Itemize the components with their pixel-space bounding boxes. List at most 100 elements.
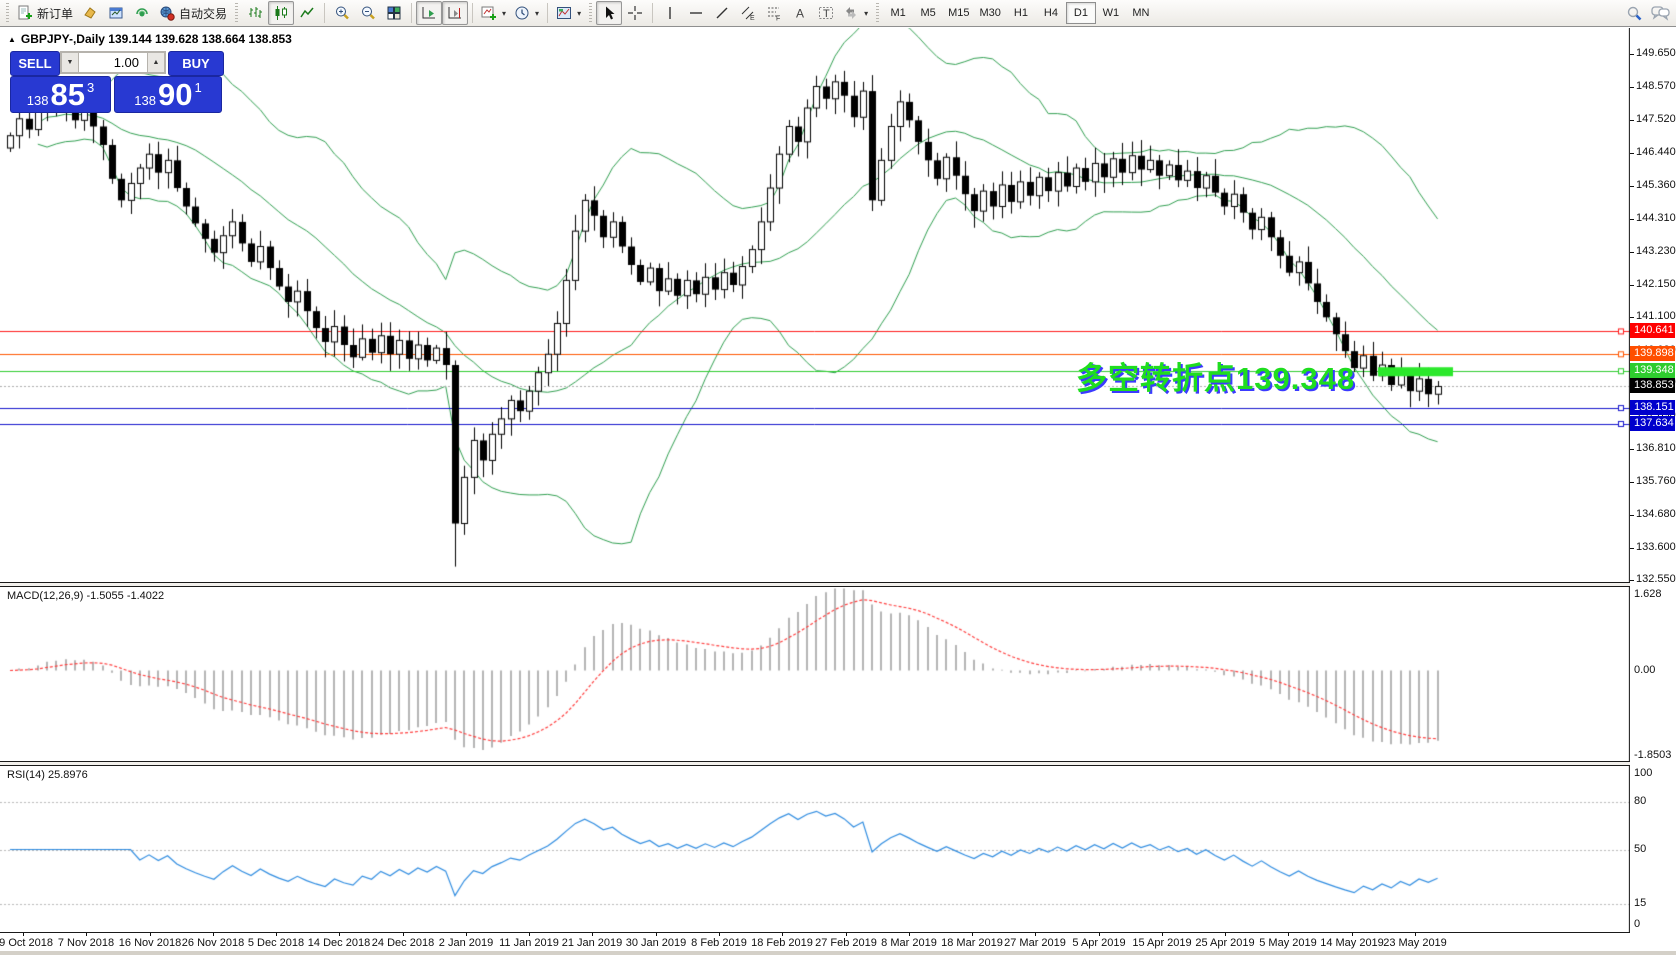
line-chart-type-button[interactable]	[294, 1, 320, 25]
symbol-info: ▲ GBPJPY-,Daily 139.144 139.628 138.664 …	[8, 32, 292, 46]
price-level-badge: 138.151	[1630, 400, 1675, 416]
axis-tick-label: 100	[1634, 767, 1653, 780]
price-axis[interactable]: 149.650 148.570 147.520 146.440 145.360 144.3…	[1630, 28, 1676, 951]
rsi-pane-canvas[interactable]	[0, 766, 1630, 932]
svg-text:E: E	[750, 15, 755, 21]
volume-increase-button[interactable]: ▲	[147, 52, 165, 73]
dropdown-caret-icon: ▾	[535, 8, 540, 18]
time-axis-tick	[719, 933, 720, 936]
sell-price-box[interactable]: 138 85 3	[10, 76, 111, 113]
zoom-in-button[interactable]	[329, 1, 355, 25]
cursor-tool-button[interactable]	[596, 1, 623, 25]
svg-text:F: F	[776, 16, 780, 22]
templates-button[interactable]: ▾	[552, 1, 585, 25]
arrows-tool-button[interactable]: ▾	[839, 1, 872, 25]
bar-chart-icon	[247, 5, 263, 21]
new-order-button[interactable]: 新订单	[13, 1, 77, 25]
vertical-line-tool-button[interactable]	[657, 1, 683, 25]
svg-text:T: T	[823, 8, 830, 20]
timeframe-w1-button[interactable]: W1	[1096, 2, 1126, 24]
price-level-badge: 138.853	[1630, 378, 1675, 394]
text-tool-button[interactable]: A	[787, 1, 813, 25]
timeframe-mn-button[interactable]: MN	[1126, 2, 1156, 24]
timeframe-m30-button[interactable]: M30	[975, 2, 1006, 24]
candlestick-type-button[interactable]	[268, 1, 295, 25]
zoom-out-button[interactable]	[355, 1, 381, 25]
axis-tick-label: 0	[1634, 917, 1641, 930]
text-label-tool-button[interactable]: T	[813, 1, 839, 25]
axis-tick-label: 1.628	[1634, 587, 1662, 600]
autotrading-button[interactable]: 自动交易	[155, 1, 231, 25]
buy-price-box[interactable]: 138 90 1	[114, 76, 222, 113]
auto-scroll-button[interactable]	[416, 1, 443, 25]
time-axis-tick	[1035, 933, 1036, 936]
timeframe-d1-button[interactable]: D1	[1065, 2, 1096, 24]
toolbar-grip[interactable]	[589, 3, 593, 23]
time-axis-label: 7 Nov 2018	[57, 937, 115, 949]
new-order-label: 新订单	[37, 6, 74, 21]
profiles-icon	[82, 5, 98, 21]
chart-window-button[interactable]	[103, 1, 129, 25]
axis-tick-label: 134.680	[1630, 507, 1676, 520]
toolbar-grip[interactable]	[6, 3, 9, 23]
timeframe-m5-button[interactable]: M5	[913, 2, 943, 24]
signals-icon	[134, 5, 150, 21]
axis-tick-label: -1.8503	[1634, 749, 1672, 762]
axis-tick-label: 145.360	[1630, 179, 1676, 192]
tile-windows-button[interactable]	[381, 1, 407, 25]
fibonacci-tool-button[interactable]: F	[761, 1, 787, 25]
signals-button[interactable]	[129, 1, 155, 25]
svg-text:A: A	[796, 7, 804, 21]
price-chart-canvas[interactable]	[0, 28, 1630, 582]
pane-splitter[interactable]	[0, 761, 1676, 766]
time-axis-label: 5 Dec 2018	[247, 937, 305, 949]
timeframe-h4-button[interactable]: H4	[1036, 2, 1066, 24]
bar-chart-type-button[interactable]	[242, 1, 268, 25]
templates-icon	[556, 5, 572, 21]
chart-annotation-text[interactable]: 多空转折点139.348	[1076, 361, 1356, 396]
new-order-icon	[17, 5, 33, 21]
toolbar-grip[interactable]	[876, 3, 880, 23]
vertical-line-icon	[662, 5, 678, 21]
chat-button[interactable]	[1647, 1, 1674, 25]
time-axis-label: 23 May 2019	[1383, 937, 1447, 949]
candlestick-icon	[273, 5, 289, 21]
axis-tick-label: 146.440	[1630, 145, 1676, 158]
time-axis-tick	[782, 933, 783, 936]
timeframe-m1-button[interactable]: M1	[883, 2, 913, 24]
search-button[interactable]	[1621, 1, 1647, 25]
dropdown-caret-icon: ▾	[577, 8, 582, 18]
time-axis-label: 14 Dec 2018	[307, 937, 371, 949]
volume-decrease-button[interactable]: ▼	[61, 52, 79, 73]
macd-pane-canvas[interactable]	[0, 587, 1630, 761]
axis-tick-label: 15	[1634, 897, 1647, 910]
profiles-button[interactable]	[77, 1, 103, 25]
time-axis-label: 24 Dec 2018	[371, 937, 435, 949]
sell-button[interactable]: SELL	[10, 51, 60, 76]
time-axis-tick	[1225, 933, 1226, 936]
volume-input[interactable]	[79, 52, 147, 73]
time-axis-label: 14 May 2019	[1320, 937, 1384, 949]
toolbar-grip[interactable]	[235, 3, 239, 23]
buy-button[interactable]: BUY	[168, 51, 224, 76]
collapse-triangle-icon[interactable]: ▲	[8, 34, 16, 44]
window-edge	[0, 951, 1676, 955]
time-axis-tick	[213, 933, 214, 936]
equidistant-channel-tool-button[interactable]: E	[735, 1, 761, 25]
chart-shift-button[interactable]	[442, 1, 469, 25]
timeframe-m15-button[interactable]: M15	[943, 2, 974, 24]
horizontal-line-tool-button[interactable]	[683, 1, 709, 25]
autotrading-icon	[159, 5, 175, 21]
axis-tick-label: 144.310	[1630, 211, 1676, 224]
add-indicator-button[interactable]: ▾	[477, 1, 510, 25]
periods-button[interactable]: ▾	[510, 1, 543, 25]
text-label-icon: T	[818, 5, 834, 21]
crosshair-tool-button[interactable]	[622, 1, 648, 25]
trendline-tool-button[interactable]	[709, 1, 735, 25]
time-axis-label: 11 Jan 2019	[499, 937, 559, 949]
timeframe-group: M1 M5 M15 M30 H1 H4 D1 W1 MN	[883, 2, 1156, 24]
pane-splitter[interactable]	[0, 582, 1676, 587]
timeframe-h1-button[interactable]: H1	[1006, 2, 1036, 24]
line-chart-icon	[299, 5, 315, 21]
